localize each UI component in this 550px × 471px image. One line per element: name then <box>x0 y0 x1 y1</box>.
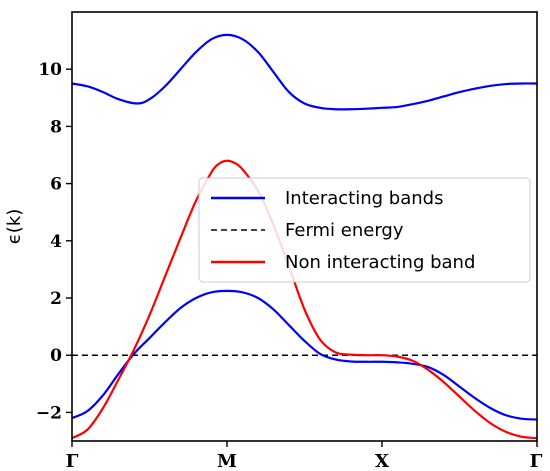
legend: Interacting bands Fermi energy Non interac… <box>198 177 531 283</box>
legend-box <box>198 177 531 283</box>
plot-frame <box>71 11 538 442</box>
series-line-0 <box>71 33 538 111</box>
y-tick-label-4: 6 <box>50 175 62 195</box>
y-axis-label: ϵ(k) <box>4 209 25 245</box>
legend-label-0: Interacting bands <box>285 188 443 209</box>
axis-ticks: −2 0 2 4 6 8 10 Γ M X Γ <box>36 60 543 471</box>
legend-label-1: Fermi energy <box>285 220 404 241</box>
y-tick-label-2: 2 <box>50 289 62 309</box>
y-tick-label-6: 10 <box>38 60 62 80</box>
x-tick-label-0: Γ <box>66 451 79 471</box>
x-tick-label-3: Γ <box>530 451 543 471</box>
x-tick-label-1: M <box>217 451 237 471</box>
legend-label-2: Non interacting band <box>285 252 475 273</box>
y-tick-label-0: −2 <box>36 403 62 423</box>
y-tick-label-3: 4 <box>50 232 62 252</box>
y-tick-label-1: 0 <box>50 346 62 366</box>
x-tick-label-2: X <box>375 451 389 471</box>
y-tick-label-5: 8 <box>50 117 62 137</box>
series-line-1 <box>71 289 538 421</box>
